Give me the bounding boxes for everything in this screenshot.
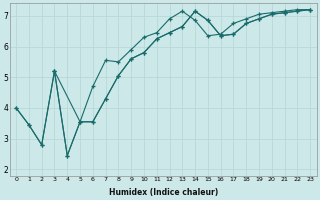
X-axis label: Humidex (Indice chaleur): Humidex (Indice chaleur) [108,188,218,197]
